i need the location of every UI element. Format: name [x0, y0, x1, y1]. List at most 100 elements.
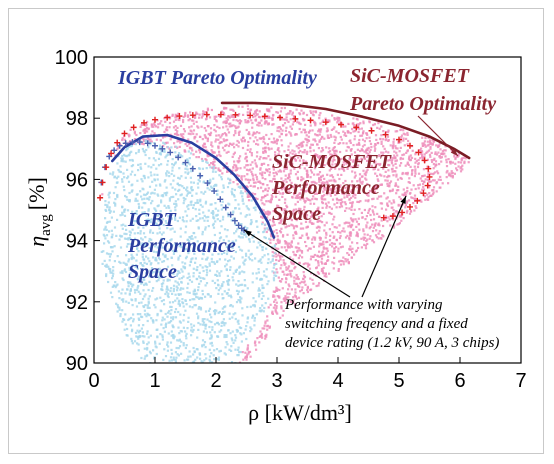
sic-cloud-point [252, 185, 255, 188]
igbt-cloud-point [180, 330, 184, 333]
sic-cloud-point [275, 289, 278, 292]
sic-cloud-point [244, 351, 247, 354]
sic-cloud-point [401, 172, 404, 176]
igbt-cloud-point [141, 180, 144, 183]
sic-cloud-point [340, 157, 343, 161]
sic-cloud-point [318, 176, 321, 180]
sic-cloud-point [288, 190, 291, 194]
igbt-cloud-point [122, 223, 125, 226]
sic-cloud-point [264, 320, 267, 323]
igbt-cloud-point [155, 184, 158, 187]
sic-cloud-point [294, 304, 297, 307]
igbt-cloud-point [198, 208, 201, 211]
igbt-cloud-point [232, 279, 235, 282]
sic-cloud-point [153, 123, 156, 127]
igbt-cloud-point [181, 270, 184, 273]
sic-cloud-point [265, 212, 268, 215]
sic-cloud-point [182, 133, 185, 136]
sic-cloud-point [283, 165, 286, 168]
igbt-cloud-point [189, 201, 192, 204]
igbt-cloud-point [191, 306, 194, 309]
igbt-cloud-point [164, 325, 167, 329]
igbt-cloud-point [210, 320, 213, 324]
igbt-cloud-point [179, 235, 182, 238]
sic-cloud-point [349, 149, 353, 152]
igbt-cloud-point [256, 225, 259, 228]
igbt-cloud-point [198, 275, 201, 278]
sic-cloud-point [432, 167, 435, 170]
sic-cloud-point [377, 179, 380, 182]
igbt-cloud-point [109, 172, 112, 175]
igbt-cloud-point [116, 310, 119, 313]
igbt-cloud-point [204, 353, 207, 356]
sic-cloud-point [289, 132, 292, 135]
igbt-cloud-point [261, 256, 264, 259]
sic-cloud-point [301, 163, 304, 166]
sic-cloud-point [214, 166, 217, 170]
sic-cloud-point [266, 210, 269, 213]
igbt-cloud-point [266, 283, 269, 286]
igbt-cloud-point [212, 222, 215, 225]
igbt-cloud-point [191, 243, 195, 246]
sic-cloud-point [288, 292, 291, 295]
igbt-fixed-rating-points [98, 139, 248, 233]
sic-cloud-point [264, 194, 267, 197]
igbt-cloud-point [174, 358, 177, 362]
igbt-cloud-point [122, 185, 125, 188]
igbt-cloud-point [141, 255, 144, 259]
sic-cloud-point [204, 146, 207, 149]
igbt-cloud-point [144, 355, 147, 358]
igbt-cloud-point [164, 292, 167, 296]
igbt-cloud-point [187, 320, 190, 323]
sic-cloud-point [332, 242, 335, 245]
sic-cloud-point [366, 133, 369, 136]
igbt-cloud-point [165, 291, 168, 294]
sic-cloud-point [266, 319, 269, 322]
sic-cloud-point [299, 196, 302, 199]
sic-cloud-point [273, 295, 276, 298]
sic-cloud-point [386, 220, 389, 223]
sic-cloud-point [309, 150, 312, 153]
sic-mosfet-fixed-rating-points-marker [380, 214, 387, 221]
sic-cloud-point [351, 170, 354, 173]
igbt-cloud-point [212, 177, 215, 180]
sic-cloud-point [350, 208, 353, 211]
sic-cloud-point [326, 173, 329, 176]
sic-cloud-point [235, 178, 238, 181]
sic-cloud-point [173, 142, 176, 145]
igbt-cloud-point [254, 300, 257, 303]
sic-cloud-point [321, 147, 324, 150]
sic-cloud-point [413, 165, 416, 168]
igbt-cloud-point [245, 325, 248, 328]
igbt-cloud-point [175, 356, 178, 359]
igbt-cloud-point [220, 270, 223, 273]
igbt-cloud-point [228, 312, 231, 315]
igbt-cloud-point [165, 206, 168, 209]
igbt-cloud-point [251, 314, 255, 317]
igbt-cloud-point [128, 151, 132, 154]
igbt-cloud-point [171, 292, 174, 295]
igbt-cloud-point [141, 242, 144, 245]
sic-cloud-point [352, 144, 355, 147]
sic-cloud-point [302, 197, 305, 200]
igbt-cloud-point [218, 310, 221, 314]
sic-mosfet-fixed-rating-points-marker [108, 150, 115, 157]
igbt-cloud-point [163, 318, 166, 321]
igbt-cloud-point [183, 359, 186, 362]
igbt-cloud-point [172, 358, 175, 361]
sic-cloud-point [253, 159, 256, 162]
sic-cloud-point [233, 160, 236, 163]
sic-cloud-point [272, 306, 275, 309]
sic-cloud-point [394, 162, 397, 165]
sic-cloud-point [344, 221, 348, 224]
sic-cloud-point [306, 189, 309, 192]
sic-cloud-point [282, 309, 285, 312]
sic-cloud-point [296, 194, 300, 197]
igbt-cloud-point [227, 329, 230, 332]
igbt-cloud-point [121, 180, 124, 183]
sic-cloud-point [341, 245, 344, 248]
igbt-cloud-point [274, 271, 277, 274]
sic-cloud-point [394, 130, 397, 133]
sic-cloud-point [371, 239, 374, 242]
sic-cloud-point [409, 154, 412, 157]
